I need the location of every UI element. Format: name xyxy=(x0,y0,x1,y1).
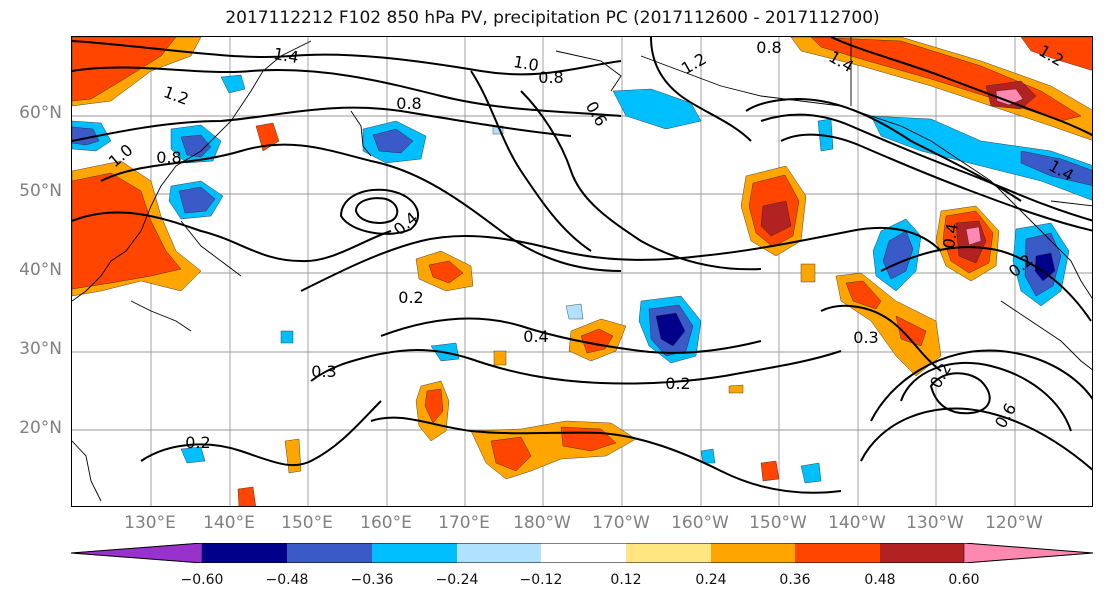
precip-neg-japan-2-core xyxy=(180,134,212,158)
lat-label-50n: 50°N xyxy=(19,181,62,201)
contour-label: 0.8 xyxy=(156,148,181,167)
precip-shading xyxy=(72,37,1092,506)
lon-label-160w: 160°W xyxy=(671,513,729,533)
colorbar-segment-024 xyxy=(372,543,457,563)
map-title: 2017112212 F102 850 hPa PV, precipitatio… xyxy=(225,8,880,28)
lon-label-160e: 160°E xyxy=(360,513,412,533)
lon-label-130e: 130°E xyxy=(124,513,176,533)
lat-label-20n: 20°N xyxy=(19,418,62,438)
colorbar-segment-048 xyxy=(202,543,287,563)
coastlines xyxy=(72,37,1092,502)
precip-neg-small-j xyxy=(180,446,206,464)
contour-label: 0.4 xyxy=(523,327,548,346)
colorbar-segment-zero xyxy=(541,543,626,563)
lon-label-140e: 140°E xyxy=(203,513,255,533)
lon-label-120w: 120°W xyxy=(985,513,1043,533)
contour-label: 0.3 xyxy=(311,362,336,381)
map-panel[interactable]: 1.4 1.2 1.0 0.8 0.8 0.8 0.6 1.2 0.8 1.4 … xyxy=(71,36,1093,507)
lon-label-150e: 150°E xyxy=(281,513,333,533)
colorbar-tick-label: 0.24 xyxy=(695,572,727,588)
contour-label: 0.6 xyxy=(991,400,1020,432)
colorbar-tick-label: −0.12 xyxy=(519,572,563,588)
precip-pos-130w-core-pink xyxy=(965,226,982,246)
contour-label: 0.3 xyxy=(853,328,878,347)
precip-pos-ne-corner xyxy=(1020,37,1092,71)
precip-pos-170e-core xyxy=(428,260,464,284)
colorbar-tick-label: 0.12 xyxy=(610,572,642,588)
precip-pos-35n-140w-core xyxy=(845,280,882,310)
colorbar-tick-label: −0.48 xyxy=(265,572,309,588)
contour-label: 0.8 xyxy=(396,94,421,113)
colorbar-segment-gt-060 xyxy=(963,543,1093,563)
colorbar-segment-036 xyxy=(287,543,372,563)
precip-neg-small-k xyxy=(700,448,716,464)
precip-neg-small-a xyxy=(220,74,246,94)
contour-label: 0.8 xyxy=(538,68,563,87)
lon-label-180w: 180°W xyxy=(513,513,571,533)
precip-pos-small-h xyxy=(284,438,302,474)
colorbar-tick-label: 0.48 xyxy=(864,572,896,588)
precip-pos-small-l xyxy=(760,460,780,482)
contour-label: 0.2 xyxy=(665,374,690,393)
precip-pos-tiny-c xyxy=(800,263,816,283)
colorbar xyxy=(71,543,1093,563)
precip-neg-alaska xyxy=(612,88,702,130)
map-canvas: 1.4 1.2 1.0 0.8 0.8 0.8 0.6 1.2 0.8 1.4 … xyxy=(72,37,1092,506)
lon-label-150w: 150°W xyxy=(749,513,807,533)
colorbar-segment-pos-012 xyxy=(626,543,711,563)
precip-neg-small-m xyxy=(800,462,822,484)
colorbar-segment-pos-036 xyxy=(795,543,880,563)
contour-label: 0.2 xyxy=(398,288,423,307)
colorbar-segment-pos-024 xyxy=(711,543,795,563)
contour-label: 0.8 xyxy=(756,38,781,57)
colorbar-canvas xyxy=(71,543,1093,563)
colorbar-segment-012 xyxy=(457,543,541,563)
precip-pos-alaska-peak-core xyxy=(995,88,1024,106)
contour-label: 1.2 xyxy=(161,82,191,109)
precip-pos-nw-corner-core xyxy=(72,37,177,102)
precip-neg-kamchatka-core xyxy=(372,128,414,154)
colorbar-tick-label: 0.36 xyxy=(779,572,811,588)
colorbar-tick-label: −0.60 xyxy=(180,572,224,588)
lat-label-30n: 30°N xyxy=(19,339,62,359)
precip-neg-tiny-d xyxy=(565,303,584,320)
colorbar-segment-pos-048 xyxy=(880,543,964,563)
precip-pos-35n-140w-core2 xyxy=(895,315,927,347)
precip-pos-small-kamchatka xyxy=(255,122,280,152)
precip-neg-japan-1-core xyxy=(178,186,216,214)
lon-label-140w: 140°W xyxy=(828,513,886,533)
precip-pos-small-i xyxy=(237,486,256,506)
colorbar-tick-label: 0.60 xyxy=(948,572,980,588)
lon-label-170w: 170°W xyxy=(592,513,650,533)
pv-contours xyxy=(72,37,1092,494)
contour-label: 0.2 xyxy=(185,433,210,452)
contour-label: 1.0 xyxy=(512,52,540,75)
precip-pos-20n-170e-core xyxy=(424,388,444,424)
contour-label: 0.4 xyxy=(939,222,962,250)
precip-neg-gulf-core xyxy=(1020,150,1092,186)
precip-neg-gulf xyxy=(870,115,1092,201)
precip-neg-tiny-f xyxy=(280,330,294,344)
contour-label: 1.2 xyxy=(678,49,710,78)
precip-neg-160w-deep xyxy=(655,312,686,347)
contour-label: 0.6 xyxy=(582,98,611,130)
lat-label-60n: 60°N xyxy=(19,103,62,123)
lat-label-40n: 40°N xyxy=(19,260,62,280)
contour-label: 1.4 xyxy=(272,44,300,67)
colorbar-tick-label: −0.24 xyxy=(435,572,479,588)
colorbar-segment-lt-060 xyxy=(71,543,203,563)
precip-pos-small-n xyxy=(728,384,744,394)
precip-pos-170w-core xyxy=(580,328,614,354)
colorbar-tick-label: −0.36 xyxy=(350,572,394,588)
precip-pos-tiny-g xyxy=(493,350,507,366)
precip-pos-17n-band-core xyxy=(490,436,532,472)
lon-label-130w: 130°W xyxy=(906,513,964,533)
lon-label-170e: 170°E xyxy=(438,513,490,533)
precip-pos-150w-peak xyxy=(760,200,792,237)
